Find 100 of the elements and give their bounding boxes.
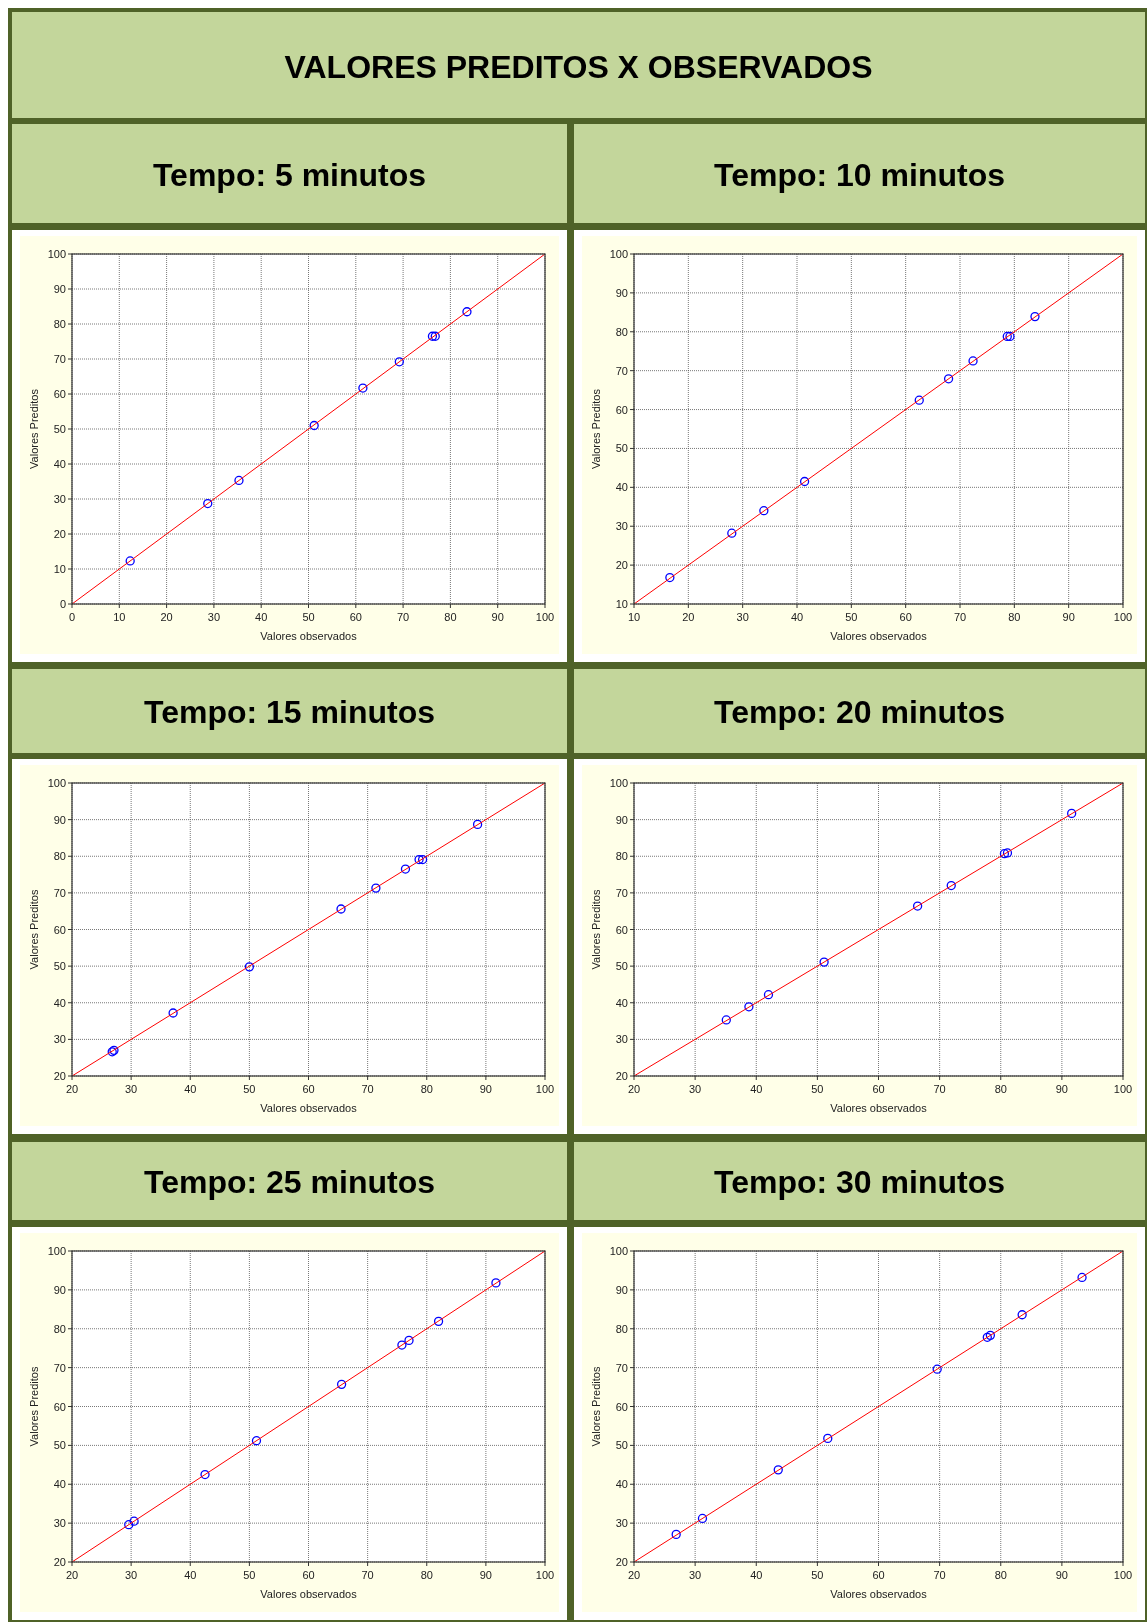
point: [744, 1002, 754, 1012]
x-tick-label: 80: [994, 1083, 1007, 1095]
x-tick-label: 60: [872, 1569, 885, 1581]
x-tick-label: 10: [627, 611, 641, 623]
point: [397, 1340, 407, 1350]
point: [491, 1278, 501, 1288]
y-tick-label: 50: [53, 1439, 66, 1452]
x-tick-label: 100: [1113, 611, 1133, 623]
point: [472, 819, 483, 830]
point: [125, 556, 135, 566]
point: [943, 374, 954, 384]
point: [1077, 1272, 1087, 1283]
y-tick-label: 100: [609, 777, 628, 789]
x-tick-label: 80: [444, 611, 457, 623]
x-axis-title: Valores observados: [830, 1102, 928, 1114]
y-axis-title: Valores Preditos: [590, 1366, 602, 1447]
point: [404, 1335, 414, 1346]
y-tick-label: 100: [47, 248, 66, 260]
y-tick-label: 20: [53, 1556, 66, 1568]
point: [203, 498, 213, 509]
point: [968, 356, 978, 366]
x-tick-label: 100: [535, 1083, 555, 1095]
chart-title: Tempo: 25 minutos: [144, 1164, 435, 1200]
point: [1067, 808, 1077, 819]
y-axis-title: Valores Preditos: [590, 388, 602, 469]
point: [799, 476, 810, 487]
point: [462, 307, 472, 317]
y-tick-label: 10: [615, 598, 628, 610]
x-tick-label: 50: [243, 1569, 256, 1581]
point: [168, 1008, 178, 1018]
y-tick-label: 80: [53, 850, 66, 863]
point: [763, 990, 774, 1000]
x-tick-label: 40: [184, 1569, 197, 1581]
point: [671, 1529, 681, 1540]
y-tick-label: 30: [53, 493, 66, 505]
point: [400, 864, 411, 874]
x-tick-label: 100: [1113, 1083, 1133, 1095]
point: [414, 854, 424, 865]
x-axis-title: Valores observados: [260, 1588, 358, 1600]
x-tick-label: 60: [349, 611, 362, 623]
x-tick-label: 20: [627, 1083, 641, 1095]
y-tick-label: 60: [53, 388, 66, 400]
x-tick-label: 70: [933, 1083, 946, 1095]
y-tick-label: 20: [53, 1070, 66, 1082]
x-tick-label: 90: [491, 611, 504, 623]
x-tick-label: 10: [113, 611, 126, 623]
x-tick-label: 20: [65, 1569, 79, 1581]
y-tick-label: 90: [53, 283, 66, 295]
y-tick-label: 60: [615, 403, 628, 416]
y-tick-label: 20: [615, 559, 628, 572]
x-tick-label: 80: [1008, 611, 1021, 623]
x-tick-label: 80: [420, 1569, 433, 1581]
point: [912, 901, 923, 911]
x-tick-label: 100: [535, 611, 555, 623]
y-tick-label: 30: [615, 1033, 628, 1046]
point: [721, 1015, 731, 1025]
y-tick-label: 30: [615, 520, 628, 533]
x-tick-label: 40: [750, 1569, 763, 1581]
y-tick-label: 30: [53, 1517, 66, 1530]
x-tick-label: 30: [736, 611, 749, 623]
chart-title: Tempo: 20 minutos: [714, 694, 1005, 730]
x-axis-title: Valores observados: [260, 630, 358, 642]
point: [244, 962, 255, 972]
x-tick-label: 20: [160, 611, 173, 623]
x-tick-label: 50: [811, 1569, 824, 1581]
y-tick-label: 90: [615, 1283, 628, 1296]
y-tick-label: 80: [615, 850, 628, 863]
point: [697, 1513, 708, 1524]
point: [819, 957, 829, 967]
x-tick-label: 40: [750, 1083, 763, 1095]
x-tick-label: 80: [994, 1569, 1007, 1581]
x-tick-label: 70: [396, 611, 410, 623]
y-tick-label: 90: [53, 813, 66, 826]
x-tick-label: 50: [845, 611, 858, 623]
x-axis-title: Valores observados: [260, 1102, 358, 1114]
y-axis-title: Valores Preditos: [590, 889, 602, 970]
point: [394, 357, 404, 367]
y-tick-label: 20: [615, 1070, 628, 1082]
x-tick-label: 40: [790, 611, 804, 623]
x-tick-label: 60: [302, 1569, 315, 1581]
point: [982, 1332, 992, 1342]
point: [309, 420, 319, 431]
y-tick-label: 50: [53, 960, 66, 973]
y-tick-label: 20: [615, 1556, 628, 1568]
y-axis-title: Valores Preditos: [28, 1366, 40, 1447]
y-tick-label: 0: [59, 598, 66, 610]
y-tick-label: 70: [615, 886, 628, 899]
x-tick-label: 30: [207, 611, 221, 623]
point: [336, 1379, 347, 1389]
point: [759, 506, 769, 516]
chart-title: Tempo: 10 minutos: [714, 156, 1005, 193]
y-tick-label: 40: [615, 996, 628, 1009]
x-tick-label: 90: [1055, 1569, 1068, 1581]
point: [371, 883, 381, 893]
point: [985, 1330, 996, 1341]
x-tick-label: 50: [302, 611, 315, 623]
point: [234, 475, 244, 486]
y-tick-label: 90: [615, 286, 628, 299]
y-tick-label: 90: [615, 813, 628, 826]
point: [200, 1469, 210, 1480]
